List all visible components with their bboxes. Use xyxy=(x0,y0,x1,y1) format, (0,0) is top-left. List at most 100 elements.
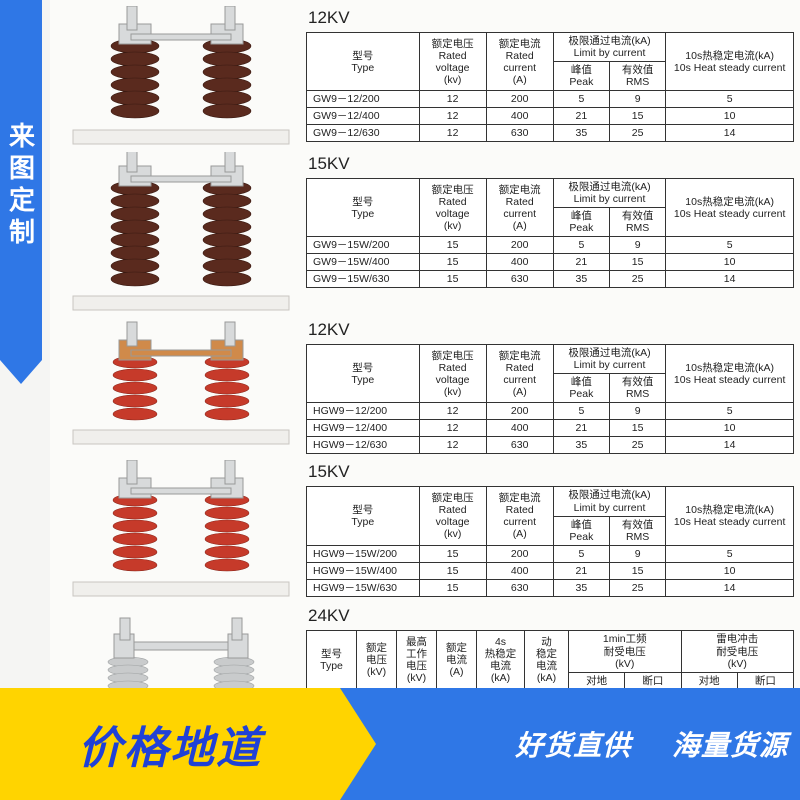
cell-heat: 5 xyxy=(666,545,794,562)
cell-peak: 35 xyxy=(553,437,609,454)
table-row: GW9－15W/400 15 400 21 15 10 xyxy=(307,254,794,271)
cell-voltage: 12 xyxy=(419,420,486,437)
table-row: HGW9－15W/630 15 630 35 25 14 xyxy=(307,579,794,596)
spec-table: 型号 Type 额定电压 Rated voltage (kv) 额定电流 Rat… xyxy=(306,344,794,454)
banner-right: 好货直供 海量货源 xyxy=(340,688,800,800)
cell-model: HGW9－12/400 xyxy=(307,420,420,437)
cell-voltage: 12 xyxy=(419,403,486,420)
cell-peak: 5 xyxy=(553,545,609,562)
cell-peak: 21 xyxy=(553,420,609,437)
cell-peak: 5 xyxy=(553,403,609,420)
cell-model: GW9－12/630 xyxy=(307,125,420,142)
cell-current: 200 xyxy=(486,545,553,562)
cell-current: 400 xyxy=(486,254,553,271)
cell-model: GW9－12/400 xyxy=(307,108,420,125)
cell-rms: 15 xyxy=(610,420,666,437)
cell-peak: 35 xyxy=(553,579,609,596)
section-title: 15KV xyxy=(308,462,794,482)
cell-current: 400 xyxy=(486,108,553,125)
cell-rms: 9 xyxy=(610,545,666,562)
product-image xyxy=(56,6,306,146)
product-image xyxy=(56,318,306,446)
cell-peak: 21 xyxy=(553,254,609,271)
cell-current: 200 xyxy=(486,237,553,254)
cell-peak: 21 xyxy=(553,562,609,579)
spec-section: 15KV 型号 Type 额定电压 Rated voltage (kv) 额定电… xyxy=(56,152,794,312)
custom-order-ribbon: 来图定制 xyxy=(0,0,42,360)
section-title: 12KV xyxy=(308,8,794,28)
cell-current: 400 xyxy=(486,562,553,579)
cell-heat: 10 xyxy=(666,562,794,579)
cell-voltage: 12 xyxy=(419,91,486,108)
banner-left: 价格地道 xyxy=(0,688,340,800)
cell-heat: 5 xyxy=(666,91,794,108)
section-title: 12KV xyxy=(308,320,794,340)
cell-rms: 15 xyxy=(610,254,666,271)
cell-heat: 14 xyxy=(666,579,794,596)
cell-model: HGW9－15W/630 xyxy=(307,579,420,596)
cell-peak: 21 xyxy=(553,108,609,125)
ribbon-text: 来图定制 xyxy=(3,122,40,250)
spec-section: 15KV 型号 Type 额定电压 Rated voltage (kv) 额定电… xyxy=(56,460,794,598)
cell-model: HGW9－15W/400 xyxy=(307,562,420,579)
cell-rms: 25 xyxy=(610,579,666,596)
cell-peak: 5 xyxy=(553,237,609,254)
section-title: 15KV xyxy=(308,154,794,174)
cell-voltage: 12 xyxy=(419,108,486,125)
cell-rms: 25 xyxy=(610,271,666,288)
cell-peak: 35 xyxy=(553,125,609,142)
cell-heat: 10 xyxy=(666,420,794,437)
table-row: HGW9－15W/200 15 200 5 9 5 xyxy=(307,545,794,562)
table-row: HGW9－12/630 12 630 35 25 14 xyxy=(307,437,794,454)
cell-heat: 10 xyxy=(666,254,794,271)
table-row: HGW9－12/200 12 200 5 9 5 xyxy=(307,403,794,420)
banner-separator xyxy=(647,728,656,760)
product-image xyxy=(56,460,306,598)
table-row: HGW9－15W/400 15 400 21 15 10 xyxy=(307,562,794,579)
table-row: HGW9－12/400 12 400 21 15 10 xyxy=(307,420,794,437)
cell-current: 630 xyxy=(486,579,553,596)
cell-current: 630 xyxy=(486,437,553,454)
spec-table: 型号 Type 额定电压 Rated voltage (kv) 额定电流 Rat… xyxy=(306,32,794,142)
cell-voltage: 15 xyxy=(419,562,486,579)
cell-rms: 9 xyxy=(610,237,666,254)
product-image xyxy=(56,152,306,312)
cell-rms: 15 xyxy=(610,108,666,125)
cell-peak: 35 xyxy=(553,271,609,288)
cell-model: HGW9－12/630 xyxy=(307,437,420,454)
spec-table: 型号 Type 额定电压 Rated voltage (kv) 额定电流 Rat… xyxy=(306,178,794,288)
table-row: GW9－15W/630 15 630 35 25 14 xyxy=(307,271,794,288)
cell-heat: 5 xyxy=(666,237,794,254)
cell-model: HGW9－15W/200 xyxy=(307,545,420,562)
spec-table: 型号 Type 额定电压 Rated voltage (kv) 额定电流 Rat… xyxy=(306,486,794,596)
cell-model: GW9－12/200 xyxy=(307,91,420,108)
section-title: 24KV xyxy=(308,606,794,626)
cell-current: 630 xyxy=(486,271,553,288)
cell-rms: 15 xyxy=(610,562,666,579)
cell-voltage: 12 xyxy=(419,125,486,142)
table-row: GW9－12/200 12 200 5 9 5 xyxy=(307,91,794,108)
cell-model: GW9－15W/630 xyxy=(307,271,420,288)
spec-section: 12KV 型号 Type 额定电压 Rated voltage (kv) 额定电… xyxy=(56,6,794,146)
banner-right-b: 海量货源 xyxy=(672,724,788,764)
cell-heat: 10 xyxy=(666,108,794,125)
cell-voltage: 15 xyxy=(419,579,486,596)
cell-voltage: 15 xyxy=(419,237,486,254)
cell-heat: 14 xyxy=(666,437,794,454)
table-row: GW9－12/630 12 630 35 25 14 xyxy=(307,125,794,142)
promo-banner: 价格地道 好货直供 海量货源 xyxy=(0,688,800,800)
cell-rms: 9 xyxy=(610,403,666,420)
spec-section: 12KV 型号 Type 额定电压 Rated voltage (kv) 额定电… xyxy=(56,318,794,454)
table-row: GW9－12/400 12 400 21 15 10 xyxy=(307,108,794,125)
cell-rms: 9 xyxy=(610,91,666,108)
cell-current: 200 xyxy=(486,91,553,108)
banner-right-a: 好货直供 xyxy=(515,724,631,764)
cell-current: 630 xyxy=(486,125,553,142)
cell-voltage: 15 xyxy=(419,271,486,288)
cell-model: GW9－15W/400 xyxy=(307,254,420,271)
sections-container: 12KV 型号 Type 额定电压 Rated voltage (kv) 额定电… xyxy=(56,6,794,598)
cell-heat: 5 xyxy=(666,403,794,420)
cell-model: GW9－15W/200 xyxy=(307,237,420,254)
cell-rms: 25 xyxy=(610,125,666,142)
cell-voltage: 15 xyxy=(419,545,486,562)
